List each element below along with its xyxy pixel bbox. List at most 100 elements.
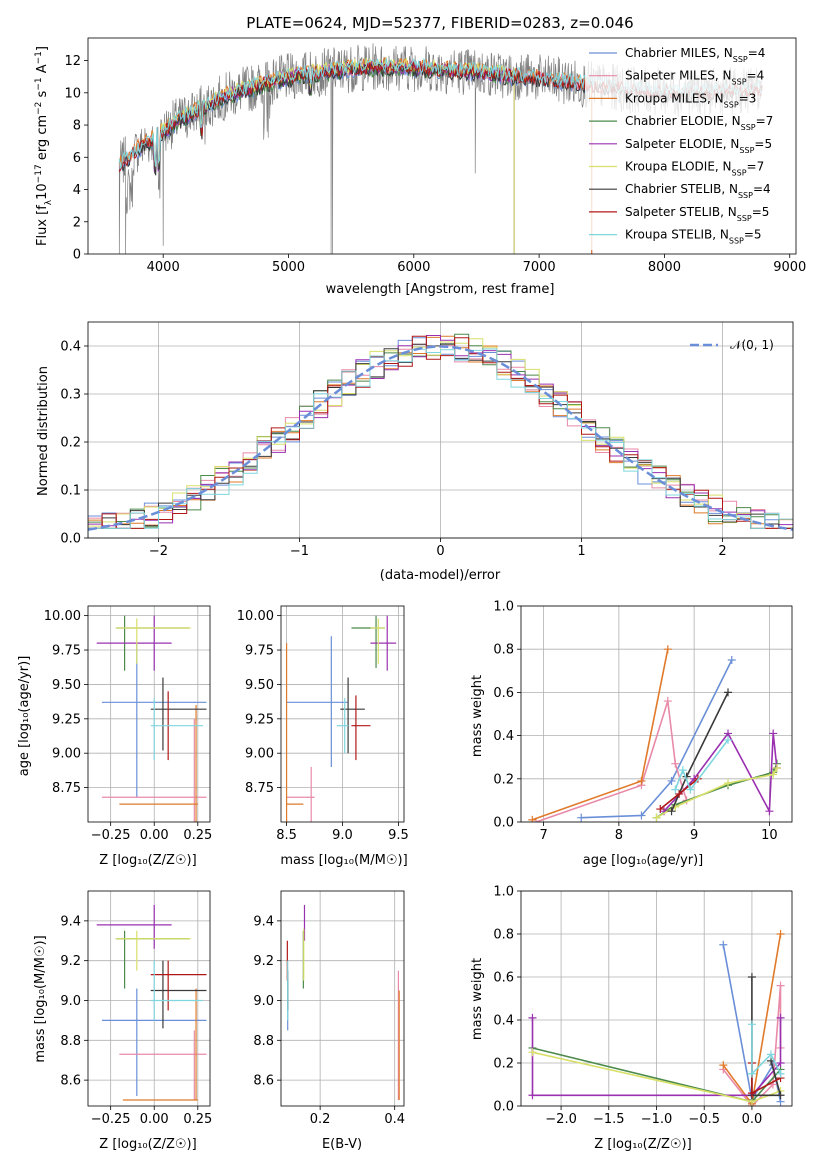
normal-reference-curve: [88, 345, 793, 531]
x-tick-label: −1: [290, 544, 309, 559]
errorbar-plot-area: [286, 904, 400, 1101]
y-tick-label: 1.0: [493, 885, 514, 900]
weight-point-marker: [769, 729, 778, 738]
x-tick-label: 8000: [648, 260, 681, 275]
weight-point-marker: [772, 764, 781, 772]
weight-point-marker: [656, 805, 665, 814]
y-tick-label: 0.0: [493, 1100, 514, 1115]
x-tick-label: −2: [149, 544, 168, 559]
x-tick-label: 10: [761, 828, 778, 843]
residuals-legend-label: 𝒩(0, 1): [730, 338, 774, 352]
y-tick-label: 0.1: [60, 484, 81, 499]
weight-point-marker: [727, 656, 736, 664]
x-tick-label: 0.25: [183, 1112, 212, 1127]
x-tick-label: 9: [690, 828, 698, 843]
y-tick-label: 0.0: [493, 816, 514, 831]
weight-point-marker: [769, 770, 778, 779]
axes-frame: [520, 605, 793, 823]
x-tick-label: −0.25: [91, 1112, 131, 1127]
y-tick-label: 9.4: [253, 914, 274, 929]
residual-histogram: [88, 335, 793, 538]
weight-point-marker: [776, 1091, 785, 1100]
legend-entry: Chabrier STELIB, NSSP=4: [625, 182, 771, 200]
weight-point-marker: [776, 930, 785, 938]
weight-series-line: [751, 1024, 782, 1076]
y-tick-label: 0.8: [493, 928, 514, 943]
x-tick-label: 0: [436, 544, 444, 559]
axes-frame: [280, 890, 405, 1107]
axes-frame: [87, 37, 797, 255]
x-tick-label: 6000: [397, 260, 430, 275]
y-tick-label: 9.0: [253, 994, 274, 1009]
residual-histogram: [88, 348, 793, 538]
weight-vs-Z-ylabel: mass weight: [470, 958, 485, 1040]
weight-vs-age-xlabel: age [log₁₀(age/yr)]: [583, 853, 704, 868]
weight-point-marker: [747, 1069, 756, 1078]
weight-point-marker: [577, 813, 586, 822]
x-tick-label: 0.25: [183, 828, 212, 843]
spectrum-legend-box: [585, 42, 791, 250]
y-tick-label: 0.2: [493, 772, 514, 787]
age-vs-Z-xlabel: Z [log₁₀(Z/Z☉)]: [99, 853, 196, 868]
weight-point-marker: [776, 981, 785, 990]
weight-point-marker: [747, 1020, 756, 1029]
axes-frame: [520, 890, 793, 1107]
age-vs-Z-ylabel: age [log₁₀(age/yr)]: [17, 656, 32, 777]
weight-point-marker: [667, 807, 676, 816]
weight-point-marker: [776, 1059, 785, 1067]
y-tick-label: 9.00: [245, 747, 274, 762]
x-tick-label: −1.0: [641, 1112, 673, 1127]
y-tick-label: 0.4: [60, 340, 81, 355]
weight-point-marker: [675, 789, 684, 798]
x-tick-label: 4000: [147, 260, 180, 275]
mass-vs-ebv-xlabel: E(B-V): [322, 1137, 362, 1152]
weight-point-marker: [671, 759, 680, 768]
x-tick-label: 7: [539, 828, 547, 843]
spectrum-ylabel: Flux [fλ10−17 erg cm−2 s−1 A−1]: [34, 46, 54, 246]
weight-point-marker: [724, 735, 733, 744]
y-tick-label: 8.6: [60, 1074, 81, 1089]
residuals-xlabel: (data-model)/error: [380, 568, 501, 583]
y-tick-label: 0.6: [493, 686, 514, 701]
y-tick-label: 0: [73, 248, 81, 263]
weight-point-marker: [686, 785, 695, 794]
weight-point-marker: [528, 1048, 537, 1057]
y-tick-label: 10.00: [44, 609, 81, 624]
residuals-ylabel: Normed distribution: [36, 366, 51, 496]
y-tick-label: 4: [73, 183, 81, 198]
weight-point-marker: [724, 688, 733, 697]
y-tick-label: 9.2: [253, 954, 274, 969]
weight-point-marker: [747, 973, 756, 981]
weight-point-marker: [663, 645, 672, 654]
x-tick-label: −1.5: [593, 1112, 625, 1127]
y-tick-label: 8: [73, 119, 81, 134]
weight-vs-Z-panel: Z [log₁₀(Z/Z☉)] mass weight −2.0 −1.5 −1.0…: [470, 885, 793, 1152]
errorbar-plot-area: [285, 615, 397, 822]
x-tick-label: 1: [577, 544, 585, 559]
legend-entry: Chabrier MILES, NSSP=4: [625, 46, 765, 64]
x-tick-label: 0.00: [140, 828, 169, 843]
y-tick-label: 9.75: [52, 644, 81, 659]
legend-entry: Kroupa STELIB, NSSP=5: [625, 228, 762, 246]
y-tick-label: 0.6: [493, 971, 514, 986]
weight-point-marker: [667, 776, 676, 785]
residuals-panel: (data-model)/error Normed distribution −…: [36, 321, 794, 583]
y-tick-label: 8.8: [60, 1034, 81, 1049]
x-tick-label: −0.5: [688, 1112, 720, 1127]
weight-vs-age-panel: age [log₁₀(age/yr)] mass weight 7 8 9 10 0.0…: [470, 600, 793, 868]
x-tick-label: 0.2: [310, 1112, 331, 1127]
mass-vs-Z-ylabel: mass [log₁₀(M/M☉)]: [33, 935, 48, 1062]
weight-series-line: [581, 659, 733, 819]
spectrum-title: PLATE=0624, MJD=52377, FIBERID=0283, z=0…: [246, 14, 633, 32]
y-tick-label: 8.6: [253, 1074, 274, 1089]
x-tick-label: 9.0: [332, 828, 353, 843]
x-tick-label: 0.0: [742, 1112, 763, 1127]
y-tick-label: 0.2: [60, 436, 81, 451]
y-tick-label: 0.8: [493, 643, 514, 658]
weight-vs-Z-xlabel: Z [log₁₀(Z/Z☉)]: [594, 1137, 691, 1152]
weight-point-marker: [663, 697, 672, 706]
y-tick-label: 1.0: [493, 600, 514, 615]
y-tick-label: 9.2: [60, 954, 81, 969]
weight-point-marker: [767, 1050, 776, 1059]
y-tick-label: 12: [64, 54, 81, 69]
